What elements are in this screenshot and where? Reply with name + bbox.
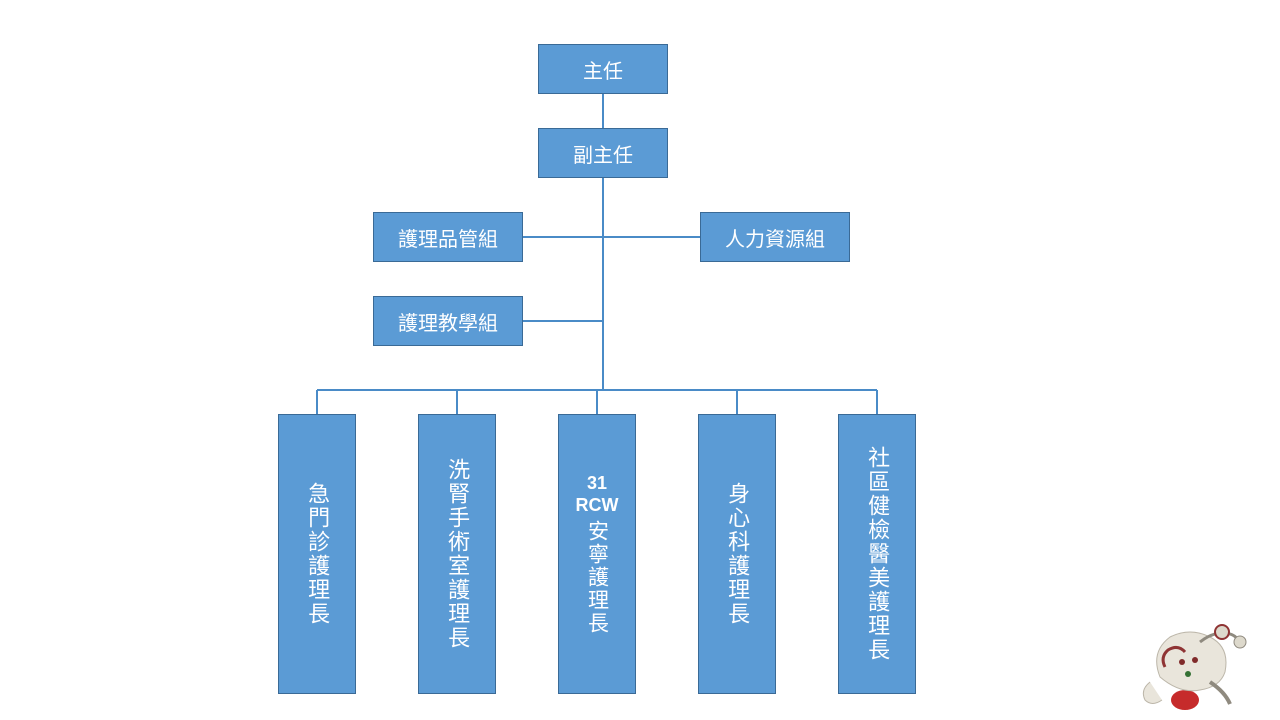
node-leaf-0-label: 急門診護理長: [305, 482, 329, 626]
node-qc-group: 護理品管組: [373, 212, 523, 262]
node-edu-group: 護理教學組: [373, 296, 523, 346]
node-leaf-2: 31 RCW 安寧護理長: [558, 414, 636, 694]
node-edu-group-label: 護理教學組: [398, 307, 498, 336]
node-deputy-label: 副主任: [573, 139, 633, 168]
node-leaf-4: 社區健檢醫美護理長: [838, 414, 916, 694]
node-leaf-2-top: 31 RCW: [576, 473, 619, 516]
node-leaf-1: 洗腎手術室護理長: [418, 414, 496, 694]
decorative-figurine-icon: [1090, 582, 1270, 712]
node-deputy: 副主任: [538, 128, 668, 178]
node-director: 主任: [538, 44, 668, 94]
node-leaf-1-label: 洗腎手術室護理長: [445, 458, 469, 650]
node-leaf-4-label: 社區健檢醫美護理長: [865, 446, 889, 662]
node-leaf-3: 身心科護理長: [698, 414, 776, 694]
node-leaf-2-label: 安寧護理長: [585, 520, 608, 635]
node-leaf-0: 急門診護理長: [278, 414, 356, 694]
node-qc-group-label: 護理品管組: [398, 223, 498, 252]
connector-lines: [0, 0, 1280, 720]
node-director-label: 主任: [583, 55, 623, 84]
node-hr-group-label: 人力資源組: [725, 223, 825, 252]
node-hr-group: 人力資源組: [700, 212, 850, 262]
node-leaf-3-label: 身心科護理長: [725, 482, 749, 626]
